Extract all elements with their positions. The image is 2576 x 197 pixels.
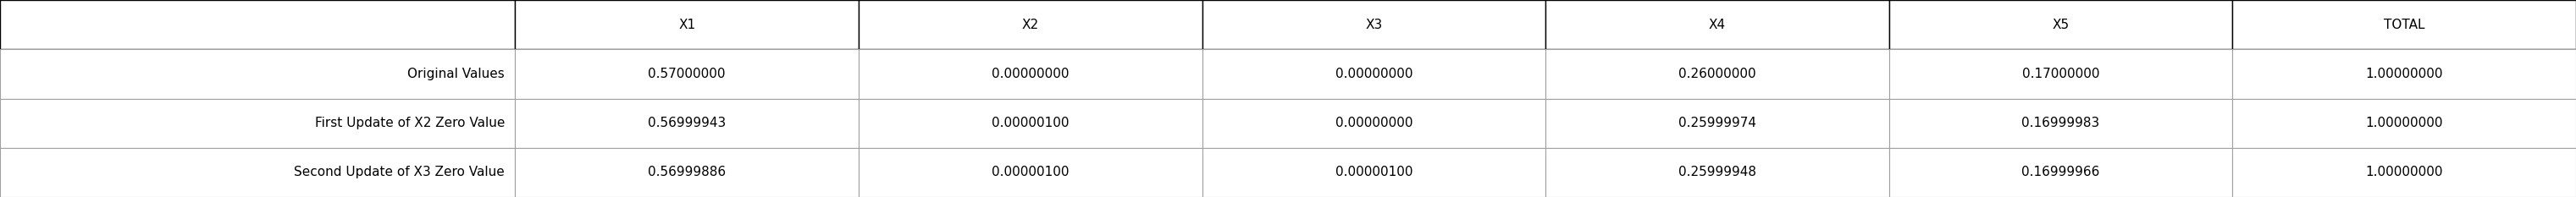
Text: 0.00000100: 0.00000100 [992,166,1069,179]
Text: 0.56999886: 0.56999886 [649,166,726,179]
Text: X5: X5 [2053,18,2069,31]
Bar [1203,98,1546,148]
Bar [858,98,1203,148]
Bar [1203,0,1546,49]
Text: 0.00000000: 0.00000000 [1334,68,1412,80]
Text: 1.00000000: 1.00000000 [2365,117,2442,129]
Text: Second Update of X3 Zero Value: Second Update of X3 Zero Value [294,166,505,179]
Text: 0.00000100: 0.00000100 [1334,166,1412,179]
Bar [1888,49,2233,98]
Bar [2233,98,2576,148]
Bar [2233,148,2576,197]
Text: 0.00000100: 0.00000100 [992,117,1069,129]
Bar [1546,0,1888,49]
Text: X1: X1 [677,18,696,31]
Text: 0.00000000: 0.00000000 [992,68,1069,80]
Text: 1.00000000: 1.00000000 [2365,68,2442,80]
Text: TOTAL: TOTAL [2383,18,2424,31]
Text: 0.16999966: 0.16999966 [2022,166,2099,179]
Bar [515,98,858,148]
Bar [0,49,515,98]
Text: 0.57000000: 0.57000000 [649,68,726,80]
Text: 0.00000000: 0.00000000 [1334,117,1412,129]
Bar [858,0,1203,49]
Bar [1203,148,1546,197]
Text: 0.17000000: 0.17000000 [2022,68,2099,80]
Bar [1546,49,1888,98]
Bar [1546,98,1888,148]
Text: 1.00000000: 1.00000000 [2365,166,2442,179]
Text: 0.16999983: 0.16999983 [2022,117,2099,129]
Text: X3: X3 [1365,18,1383,31]
Bar [0,98,515,148]
Text: 0.56999943: 0.56999943 [649,117,726,129]
Bar [1888,98,2233,148]
Bar [1888,148,2233,197]
Bar [1888,0,2233,49]
Text: 0.25999948: 0.25999948 [1680,166,1757,179]
Bar [1203,49,1546,98]
Bar [858,148,1203,197]
Bar [1546,148,1888,197]
Bar [0,148,515,197]
Bar [515,49,858,98]
Bar [515,0,858,49]
Text: Original Values: Original Values [407,68,505,80]
Bar [858,49,1203,98]
Bar [515,148,858,197]
Text: First Update of X2 Zero Value: First Update of X2 Zero Value [314,117,505,129]
Text: X2: X2 [1023,18,1038,31]
Text: X4: X4 [1708,18,1726,31]
Bar [2233,0,2576,49]
Bar [2233,49,2576,98]
Text: 0.26000000: 0.26000000 [1680,68,1757,80]
Bar [0,0,515,49]
Text: 0.25999974: 0.25999974 [1680,117,1757,129]
